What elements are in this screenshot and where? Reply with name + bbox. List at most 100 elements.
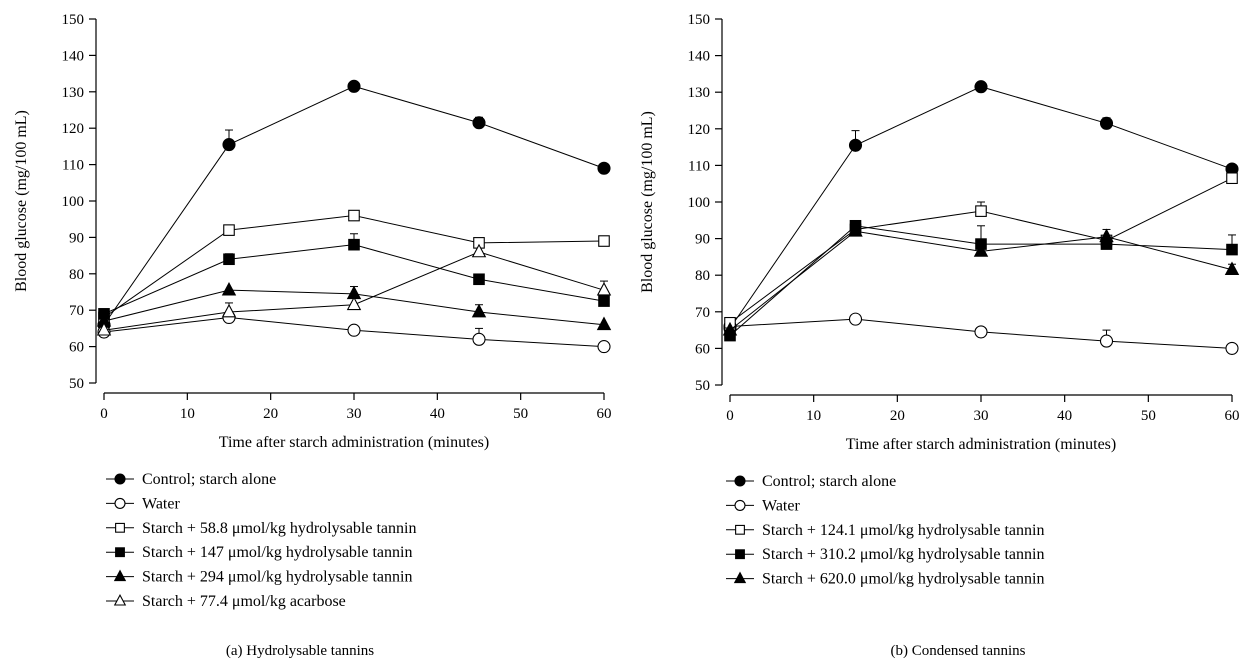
legend-label: Starch + 58.8 μmol/kg hydrolysable tanni… (142, 520, 416, 537)
data-point (1226, 243, 1238, 256)
legend-item: Starch + 77.4 μmol/kg acarbose (106, 593, 346, 610)
legend-label: Control; starch alone (142, 471, 276, 488)
y-tick-label: 140 (62, 48, 85, 64)
data-point (347, 79, 361, 93)
data-point (974, 325, 988, 339)
y-tick-label: 110 (62, 158, 84, 174)
x-tick-label: 50 (1141, 408, 1156, 424)
series-6 (96, 243, 612, 336)
series-4 (724, 219, 1238, 342)
legend-marker (735, 524, 745, 535)
legend-label: Starch + 620.0 μmol/kg hydrolysable tann… (762, 571, 1044, 588)
y-tick-label: 120 (62, 121, 85, 137)
chart-panel-a: 50 60 70 80 90 100 110 120 130 140 150 0 10 20 30 40 50 6… (13, 12, 612, 659)
data-point (848, 223, 863, 237)
legend-marker (115, 547, 125, 558)
data-point (346, 296, 362, 311)
y-tick-label: 60 (695, 341, 710, 357)
chart-caption: (b) Condensed tannins (891, 643, 1026, 659)
y-axis-label: Blood glucose (mg/100 mL) (13, 110, 30, 292)
data-point (973, 243, 989, 257)
legend-item: Starch + 147 μmol/kg hydrolysable tannin (106, 544, 412, 561)
x-tick-label: 0 (726, 408, 734, 424)
x-tick-label: 20 (263, 406, 278, 422)
y-tick-label: 140 (688, 49, 711, 65)
y-tick-label: 60 (69, 340, 84, 356)
legend-item: Starch + 294 μmol/kg hydrolysable tannin (106, 569, 412, 586)
legend-marker (734, 499, 746, 511)
data-point (597, 340, 611, 354)
y-tick-label: 150 (688, 12, 711, 28)
legend-marker (114, 497, 126, 509)
y-tick-label: 80 (695, 268, 710, 284)
legend-marker (733, 571, 747, 584)
series-5 (96, 281, 612, 331)
y-tick-label: 120 (688, 122, 711, 138)
data-point (598, 295, 610, 307)
legend-item: Starch + 58.8 μmol/kg hydrolysable tanni… (106, 520, 416, 537)
data-point (1226, 172, 1238, 185)
x-tick-label: 50 (513, 406, 528, 422)
x-tick-label: 60 (597, 406, 612, 422)
data-point (223, 224, 235, 236)
y-tick-label: 90 (69, 230, 84, 246)
data-point (473, 273, 485, 286)
data-point (596, 316, 612, 331)
x-tick-label: 40 (430, 406, 445, 422)
x-tick-label: 10 (806, 408, 821, 424)
legend-marker (113, 593, 127, 606)
legend-marker (113, 569, 127, 582)
y-tick-label: 110 (688, 158, 710, 174)
data-point (1099, 228, 1114, 243)
x-axis-label: Time after starch administration (minute… (219, 434, 489, 451)
y-tick-label: 90 (695, 232, 710, 248)
x-tick-label: 60 (1225, 408, 1240, 424)
data-point (223, 253, 235, 266)
data-point (347, 323, 361, 337)
x-tick-label: 40 (1057, 408, 1072, 424)
x-axis-label: Time after starch administration (minute… (846, 436, 1116, 453)
legend-label: Starch + 77.4 μmol/kg acarbose (142, 593, 346, 610)
legend-item: Control; starch alone (726, 473, 896, 490)
legend-label: Control; starch alone (762, 473, 896, 490)
data-point (471, 303, 487, 318)
data-point (1224, 261, 1240, 276)
legend-item: Starch + 310.2 μmol/kg hydrolysable tann… (726, 546, 1044, 563)
y-tick-label: 50 (69, 376, 84, 392)
data-point (597, 161, 611, 175)
series-5 (722, 223, 1240, 336)
data-point (222, 138, 236, 152)
data-point (1099, 116, 1114, 130)
y-tick-label: 70 (69, 303, 84, 319)
data-point (348, 209, 360, 222)
series-2 (723, 312, 1239, 355)
legend-item: Starch + 620.0 μmol/kg hydrolysable tann… (726, 571, 1044, 588)
legend-label: Starch + 310.2 μmol/kg hydrolysable tann… (762, 546, 1044, 563)
x-tick-label: 20 (890, 408, 905, 424)
data-point (472, 116, 486, 130)
legend-item: Water (106, 495, 180, 512)
data-point (598, 235, 610, 247)
data-point (848, 312, 863, 326)
y-axis-label: Blood glucose (mg/100 mL) (639, 111, 656, 293)
chart-caption: (a) Hydrolysable tannins (226, 643, 374, 659)
data-point (722, 321, 738, 336)
x-tick-label: 10 (180, 406, 195, 422)
legend-marker (115, 522, 125, 533)
y-tick-label: 130 (62, 85, 85, 101)
legend-label: Starch + 294 μmol/kg hydrolysable tannin (142, 569, 412, 586)
data-point (1099, 334, 1114, 348)
y-tick-label: 80 (69, 267, 84, 283)
data-point (471, 243, 487, 258)
legend-marker (734, 475, 746, 487)
legend-label: Starch + 147 μmol/kg hydrolysable tannin (142, 544, 412, 561)
data-point (848, 138, 863, 152)
legend-item: Starch + 124.1 μmol/kg hydrolysable tann… (726, 522, 1044, 539)
legend-item: Control; starch alone (106, 471, 276, 488)
data-point (472, 332, 486, 346)
data-point (596, 281, 612, 296)
y-tick-label: 100 (62, 194, 85, 210)
data-point (1225, 341, 1239, 355)
x-tick-label: 30 (347, 406, 362, 422)
